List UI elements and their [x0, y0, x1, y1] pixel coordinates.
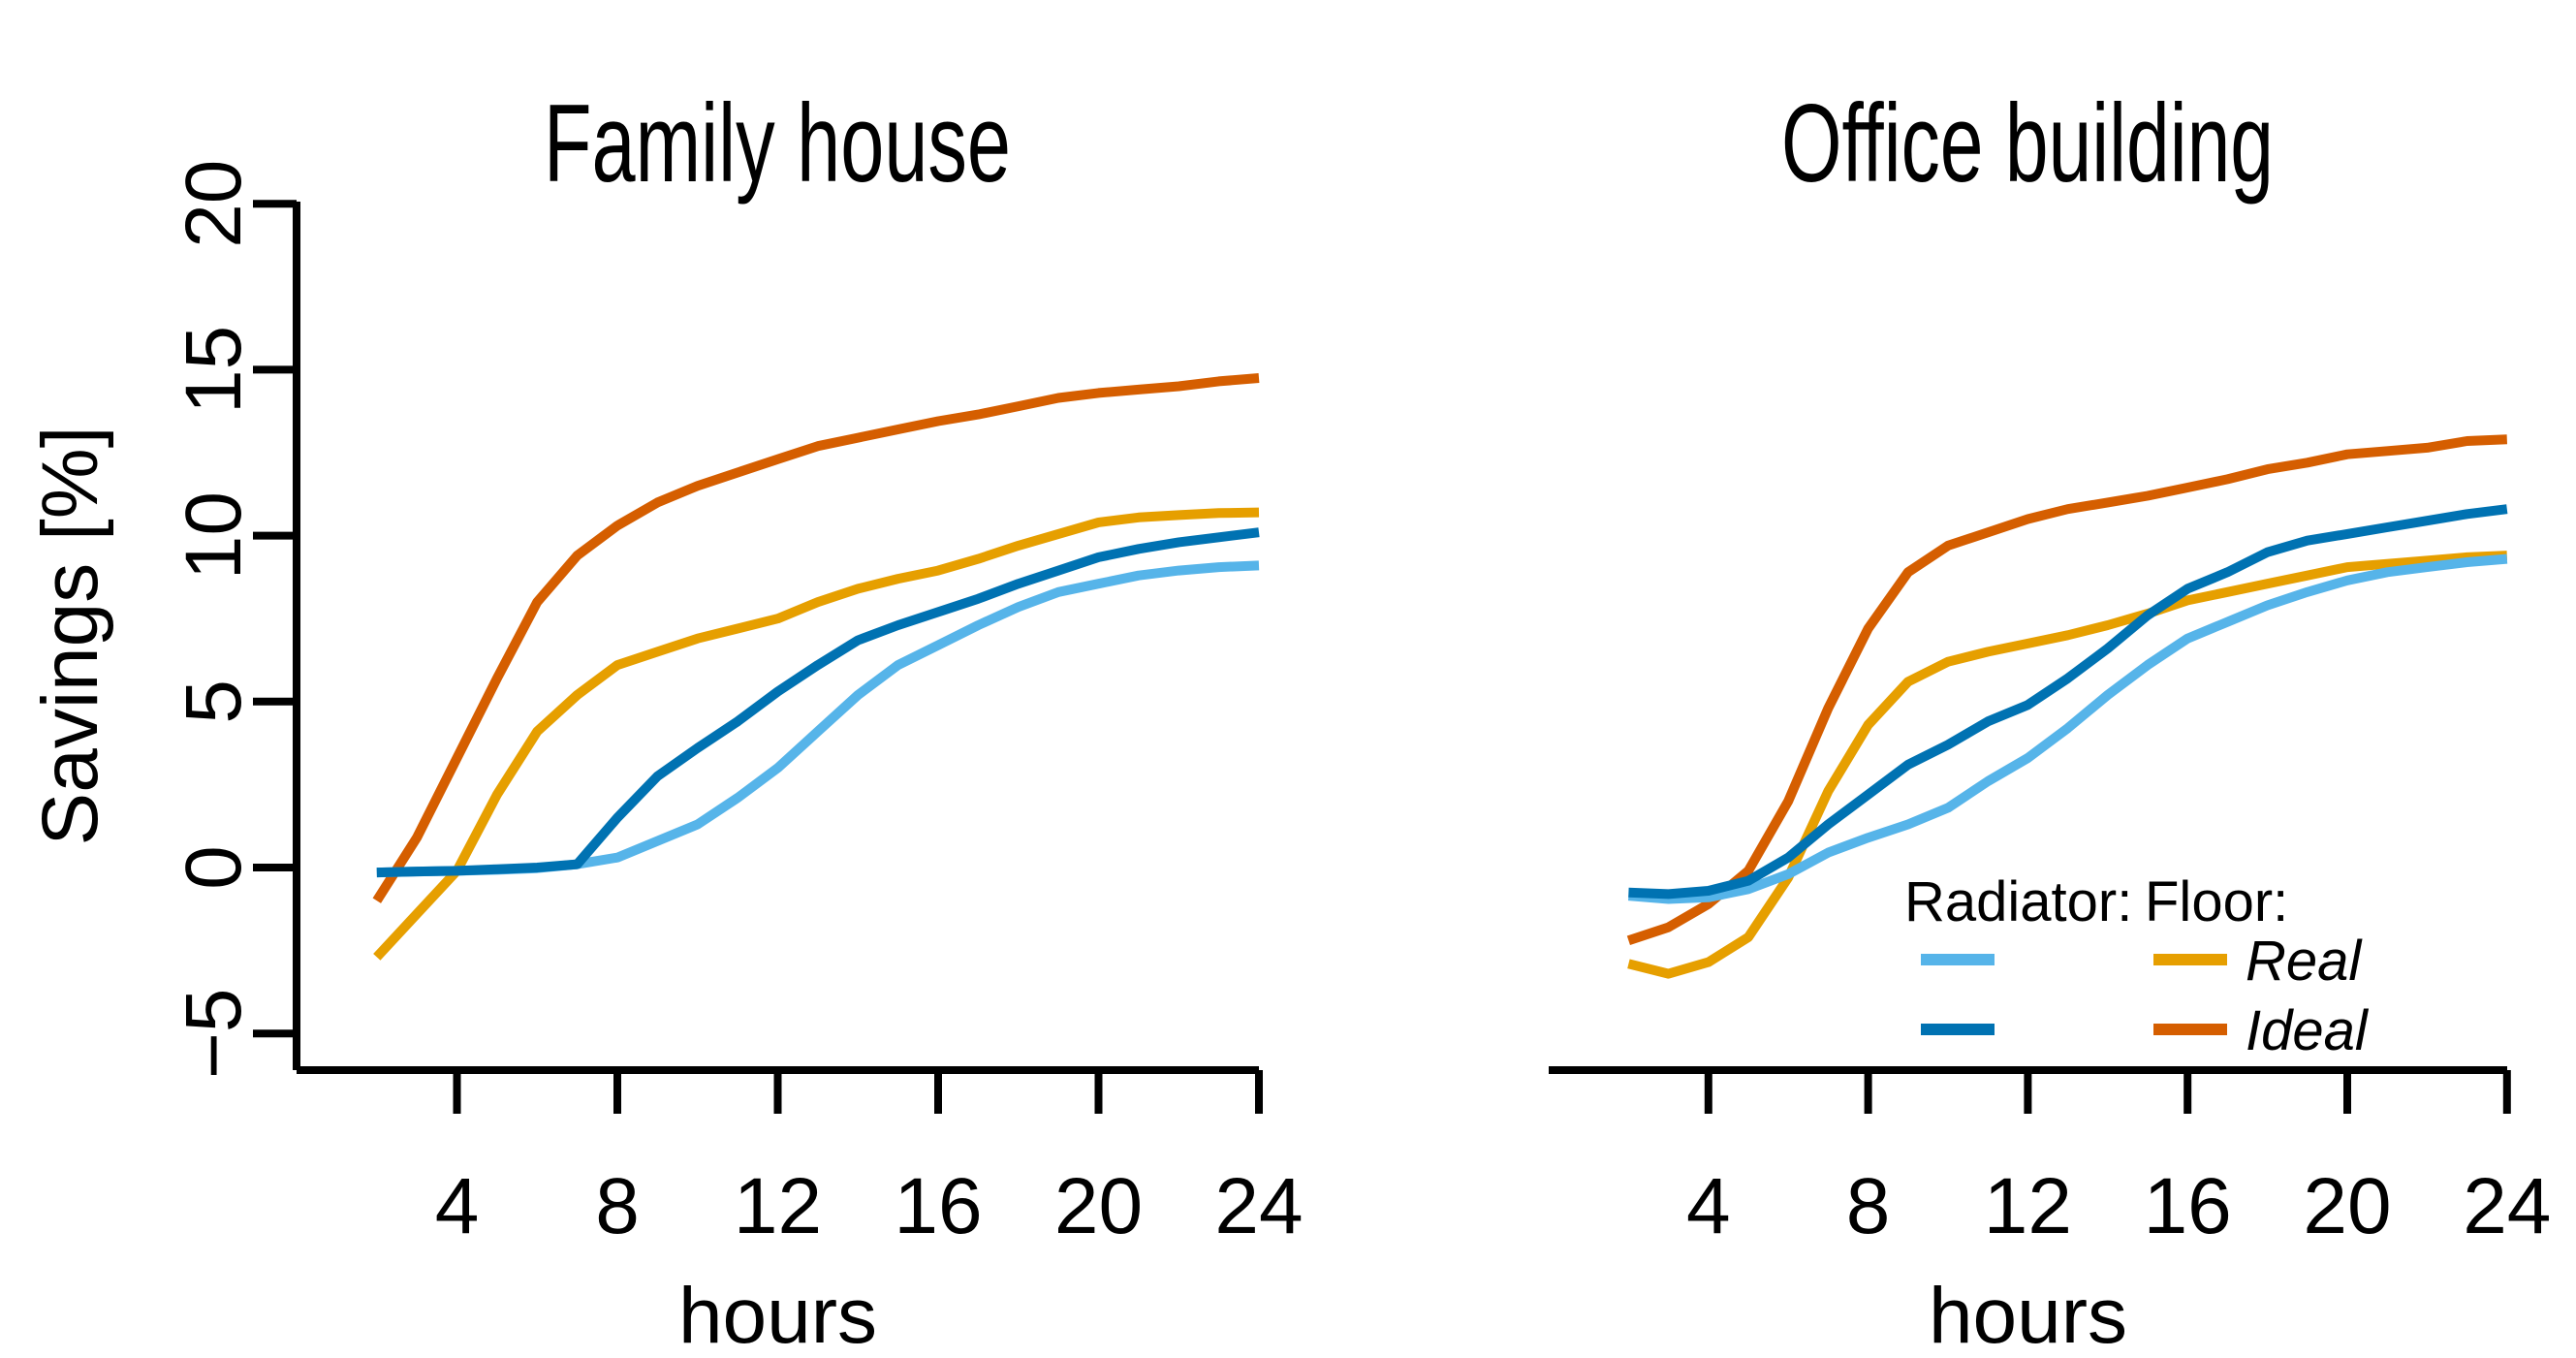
series-line-floor-ideal [1626, 434, 2508, 946]
y-tick-label: 20 [170, 160, 258, 248]
x-tick-label: 20 [1054, 1162, 1143, 1250]
x-tick-label: 24 [1214, 1162, 1303, 1250]
legend-label-real: Real [2246, 930, 2363, 993]
y-tick-label: 5 [170, 679, 258, 724]
y-tick-label: 15 [170, 326, 258, 414]
panel-office-building: Office building 4 8 12 16 20 24 hours Radiator: F… [1549, 82, 2551, 1358]
x-tick-label: 12 [734, 1162, 822, 1250]
y-tick-label: 10 [170, 491, 258, 580]
series-line-floor-ideal [372, 373, 1260, 903]
x-tick-label: 16 [894, 1162, 982, 1250]
series-line-radiator-ideal [1628, 504, 2508, 900]
x-tick-label: 16 [2144, 1162, 2232, 1250]
x-tick-label: 24 [2463, 1162, 2551, 1250]
legend-header-radiator: Radiator: [1904, 870, 2132, 933]
y-tick-label: 0 [170, 845, 258, 890]
panel-family-house: Family house 4 8 12 16 20 24 hours −5 0 5 10 15 20 Sav… [26, 82, 1304, 1358]
x-tick-label: 4 [1686, 1162, 1731, 1250]
x-tick-label: 8 [595, 1162, 640, 1250]
series-line-radiator-ideal [376, 527, 1260, 878]
y-axis-label: Savings [%] [26, 426, 114, 846]
panel-title-family-house: Family house [544, 82, 1011, 205]
x-axis-label: hours [678, 1272, 877, 1358]
series-line-radiator-real [1627, 553, 2508, 904]
series-line-radiator-real [376, 560, 1260, 878]
series-line-floor-real [1627, 551, 2508, 979]
x-tick-label: 8 [1846, 1162, 1891, 1250]
x-tick-label: 20 [2303, 1162, 2391, 1250]
x-tick-label: 12 [1984, 1162, 2072, 1250]
x-axis-label: hours [1929, 1272, 2127, 1358]
panel-title-office-building: Office building [1781, 82, 2274, 205]
legend-label-ideal: Ideal [2246, 999, 2370, 1062]
x-tick-label: 4 [435, 1162, 480, 1250]
series-line-floor-real [373, 507, 1260, 961]
y-tick-label: −5 [170, 988, 258, 1079]
legend-header-floor: Floor: [2145, 870, 2288, 933]
